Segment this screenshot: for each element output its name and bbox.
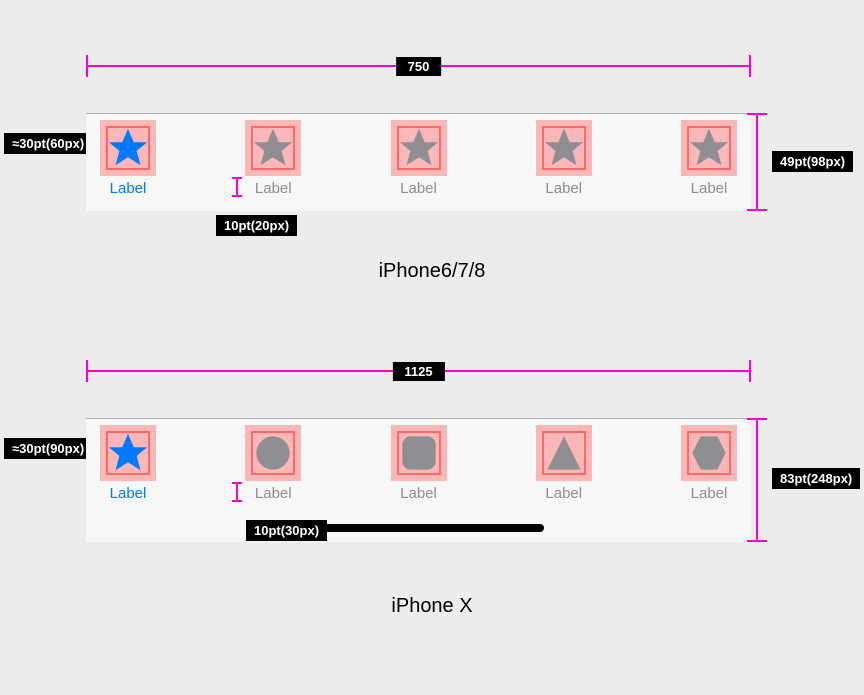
width-measure-iphone678: 750 bbox=[86, 55, 751, 77]
device-title-iphone678: iPhone6/7/8 bbox=[0, 260, 864, 283]
label-offset-measure-iphonex bbox=[232, 482, 242, 502]
tabbar-wrap-iphonex: Label Label Label Label bbox=[86, 418, 751, 542]
tab-item[interactable]: Label bbox=[391, 419, 447, 516]
star-icon bbox=[681, 120, 737, 176]
tab-item[interactable]: Label bbox=[391, 114, 447, 211]
width-measure-iphonex: 1125 bbox=[86, 360, 751, 382]
tab-label: Label bbox=[691, 180, 728, 197]
tab-item[interactable]: Label bbox=[245, 419, 301, 516]
label-offset-measure-iphone678 bbox=[232, 177, 242, 197]
tab-item[interactable]: Label bbox=[681, 114, 737, 211]
width-label-iphonex: 1125 bbox=[392, 362, 444, 381]
tab-label: Label bbox=[545, 485, 582, 502]
tabbar-iphone678: Label Label Label Label bbox=[86, 113, 751, 211]
tab-item[interactable]: Label bbox=[681, 419, 737, 516]
tab-label: Label bbox=[400, 180, 437, 197]
icon-height-label-iphonex: ≈30pt(90px) bbox=[4, 438, 92, 459]
hexagon-icon bbox=[681, 425, 737, 481]
label-offset-label-iphone678: 10pt(20px) bbox=[216, 215, 297, 236]
home-indicator bbox=[294, 524, 544, 532]
star-icon bbox=[100, 120, 156, 176]
tab-item[interactable]: Label bbox=[100, 419, 156, 516]
triangle-icon bbox=[536, 425, 592, 481]
tab-label: Label bbox=[110, 180, 147, 197]
roundsquare-icon bbox=[391, 425, 447, 481]
device-title-iphonex: iPhone X bbox=[0, 595, 864, 618]
tab-label: Label bbox=[255, 180, 292, 197]
tabbar-wrap-iphone678: Label Label Label Label bbox=[86, 113, 751, 211]
tabbar-iphonex: Label Label Label Label bbox=[86, 418, 751, 542]
label-offset-label-iphonex: 10pt(30px) bbox=[246, 520, 327, 541]
tab-label: Label bbox=[255, 485, 292, 502]
tab-label: Label bbox=[110, 485, 147, 502]
tabbar-height-label-iphone678: 49pt(98px) bbox=[772, 151, 853, 172]
icon-height-label-iphone678: ≈30pt(60px) bbox=[4, 133, 92, 154]
circle-icon bbox=[245, 425, 301, 481]
tabbar-height-label-iphonex: 83pt(248px) bbox=[772, 468, 860, 489]
star-icon bbox=[536, 120, 592, 176]
tab-label: Label bbox=[691, 485, 728, 502]
star-icon bbox=[100, 425, 156, 481]
star-icon bbox=[245, 120, 301, 176]
star-icon bbox=[391, 120, 447, 176]
tab-label: Label bbox=[400, 485, 437, 502]
tab-item[interactable]: Label bbox=[100, 114, 156, 211]
tab-item[interactable]: Label bbox=[245, 114, 301, 211]
tab-item[interactable]: Label bbox=[536, 114, 592, 211]
tab-label: Label bbox=[545, 180, 582, 197]
tab-item[interactable]: Label bbox=[536, 419, 592, 516]
width-label-iphone678: 750 bbox=[396, 57, 442, 76]
